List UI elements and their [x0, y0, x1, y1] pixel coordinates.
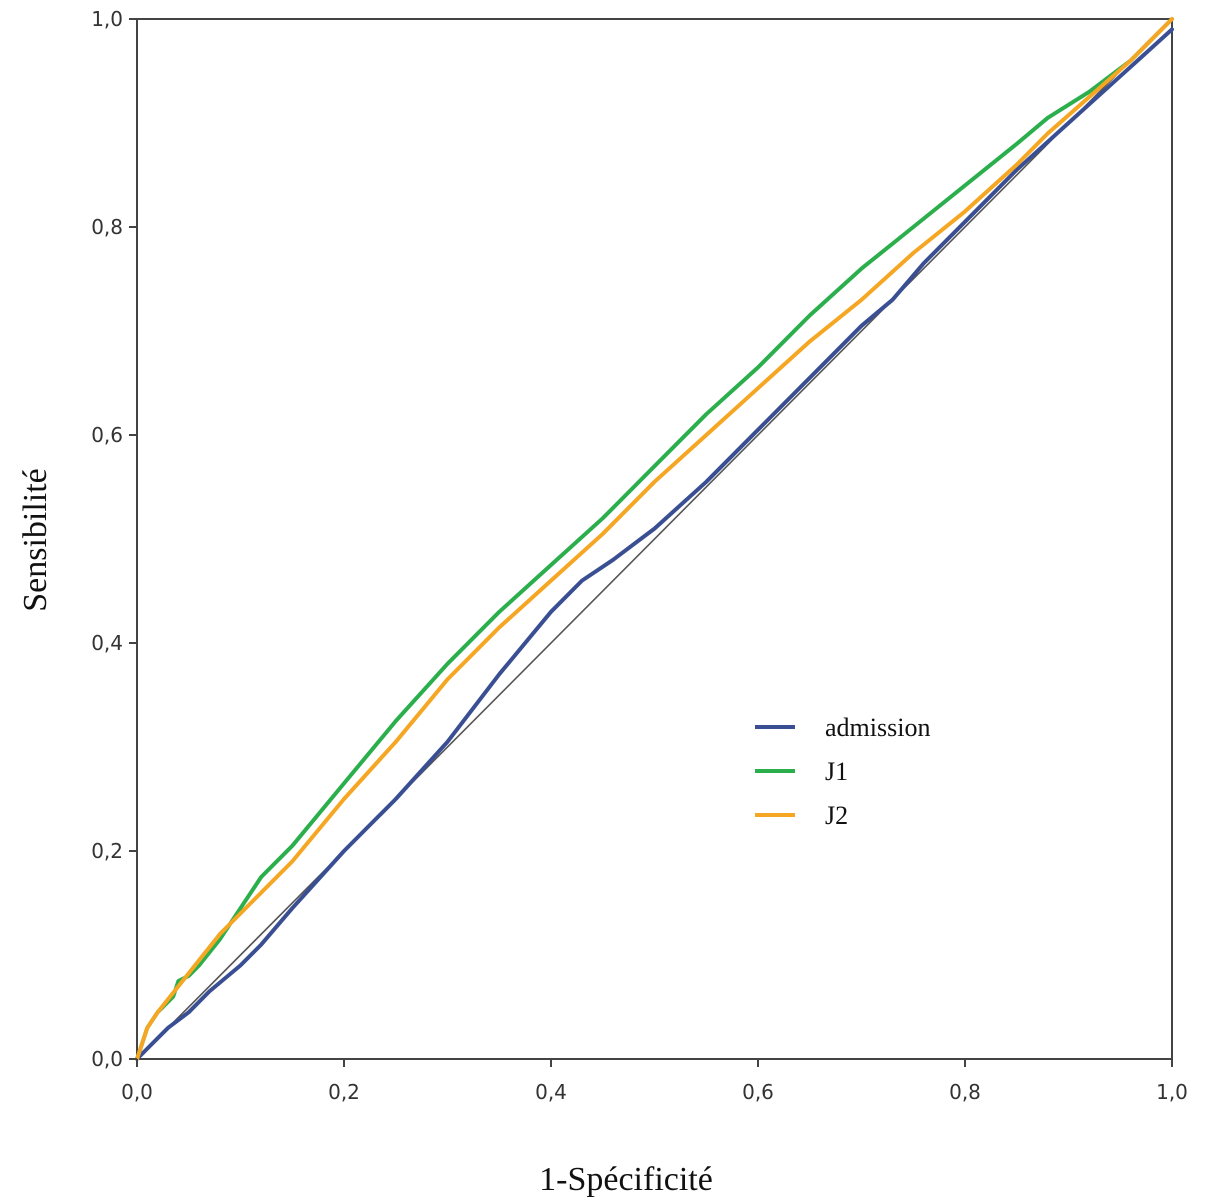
- x-axis-title: 1-Spécificité: [539, 1161, 713, 1198]
- y-tick-label: 0,8: [91, 215, 123, 239]
- y-tick-label: 0,4: [91, 631, 123, 655]
- x-tick-label: 1,0: [1156, 1080, 1188, 1104]
- y-axis-ticks: 0,0 0,2 0,4 0,6 0,8 1,0: [91, 7, 137, 1071]
- y-tick-label: 0,2: [91, 839, 123, 863]
- x-tick-label: 0,8: [949, 1080, 981, 1104]
- reference-diagonal: [136, 18, 1173, 1060]
- x-tick-label: 0,2: [328, 1080, 360, 1104]
- legend-label-admission: admission: [825, 713, 930, 742]
- x-tick-label: 0,0: [121, 1080, 153, 1104]
- series-line-admission: [135, 27, 1174, 1061]
- y-tick-label: 0,0: [91, 1047, 123, 1071]
- legend: admission J1 J2: [755, 713, 930, 830]
- y-tick-label: 0,6: [91, 423, 123, 447]
- x-axis-ticks: 0,0 0,2 0,4 0,6 0,8 1,0: [121, 1059, 1188, 1104]
- y-tick-label: 1,0: [91, 7, 123, 31]
- legend-label-j2: J2: [825, 801, 848, 830]
- series-line-j2: [135, 17, 1174, 1061]
- legend-label-j1: J1: [825, 757, 848, 786]
- y-axis-title: Sensibilité: [17, 468, 54, 612]
- x-tick-label: 0,4: [535, 1080, 567, 1104]
- x-tick-label: 0,6: [742, 1080, 774, 1104]
- series-layer: [135, 17, 1174, 1061]
